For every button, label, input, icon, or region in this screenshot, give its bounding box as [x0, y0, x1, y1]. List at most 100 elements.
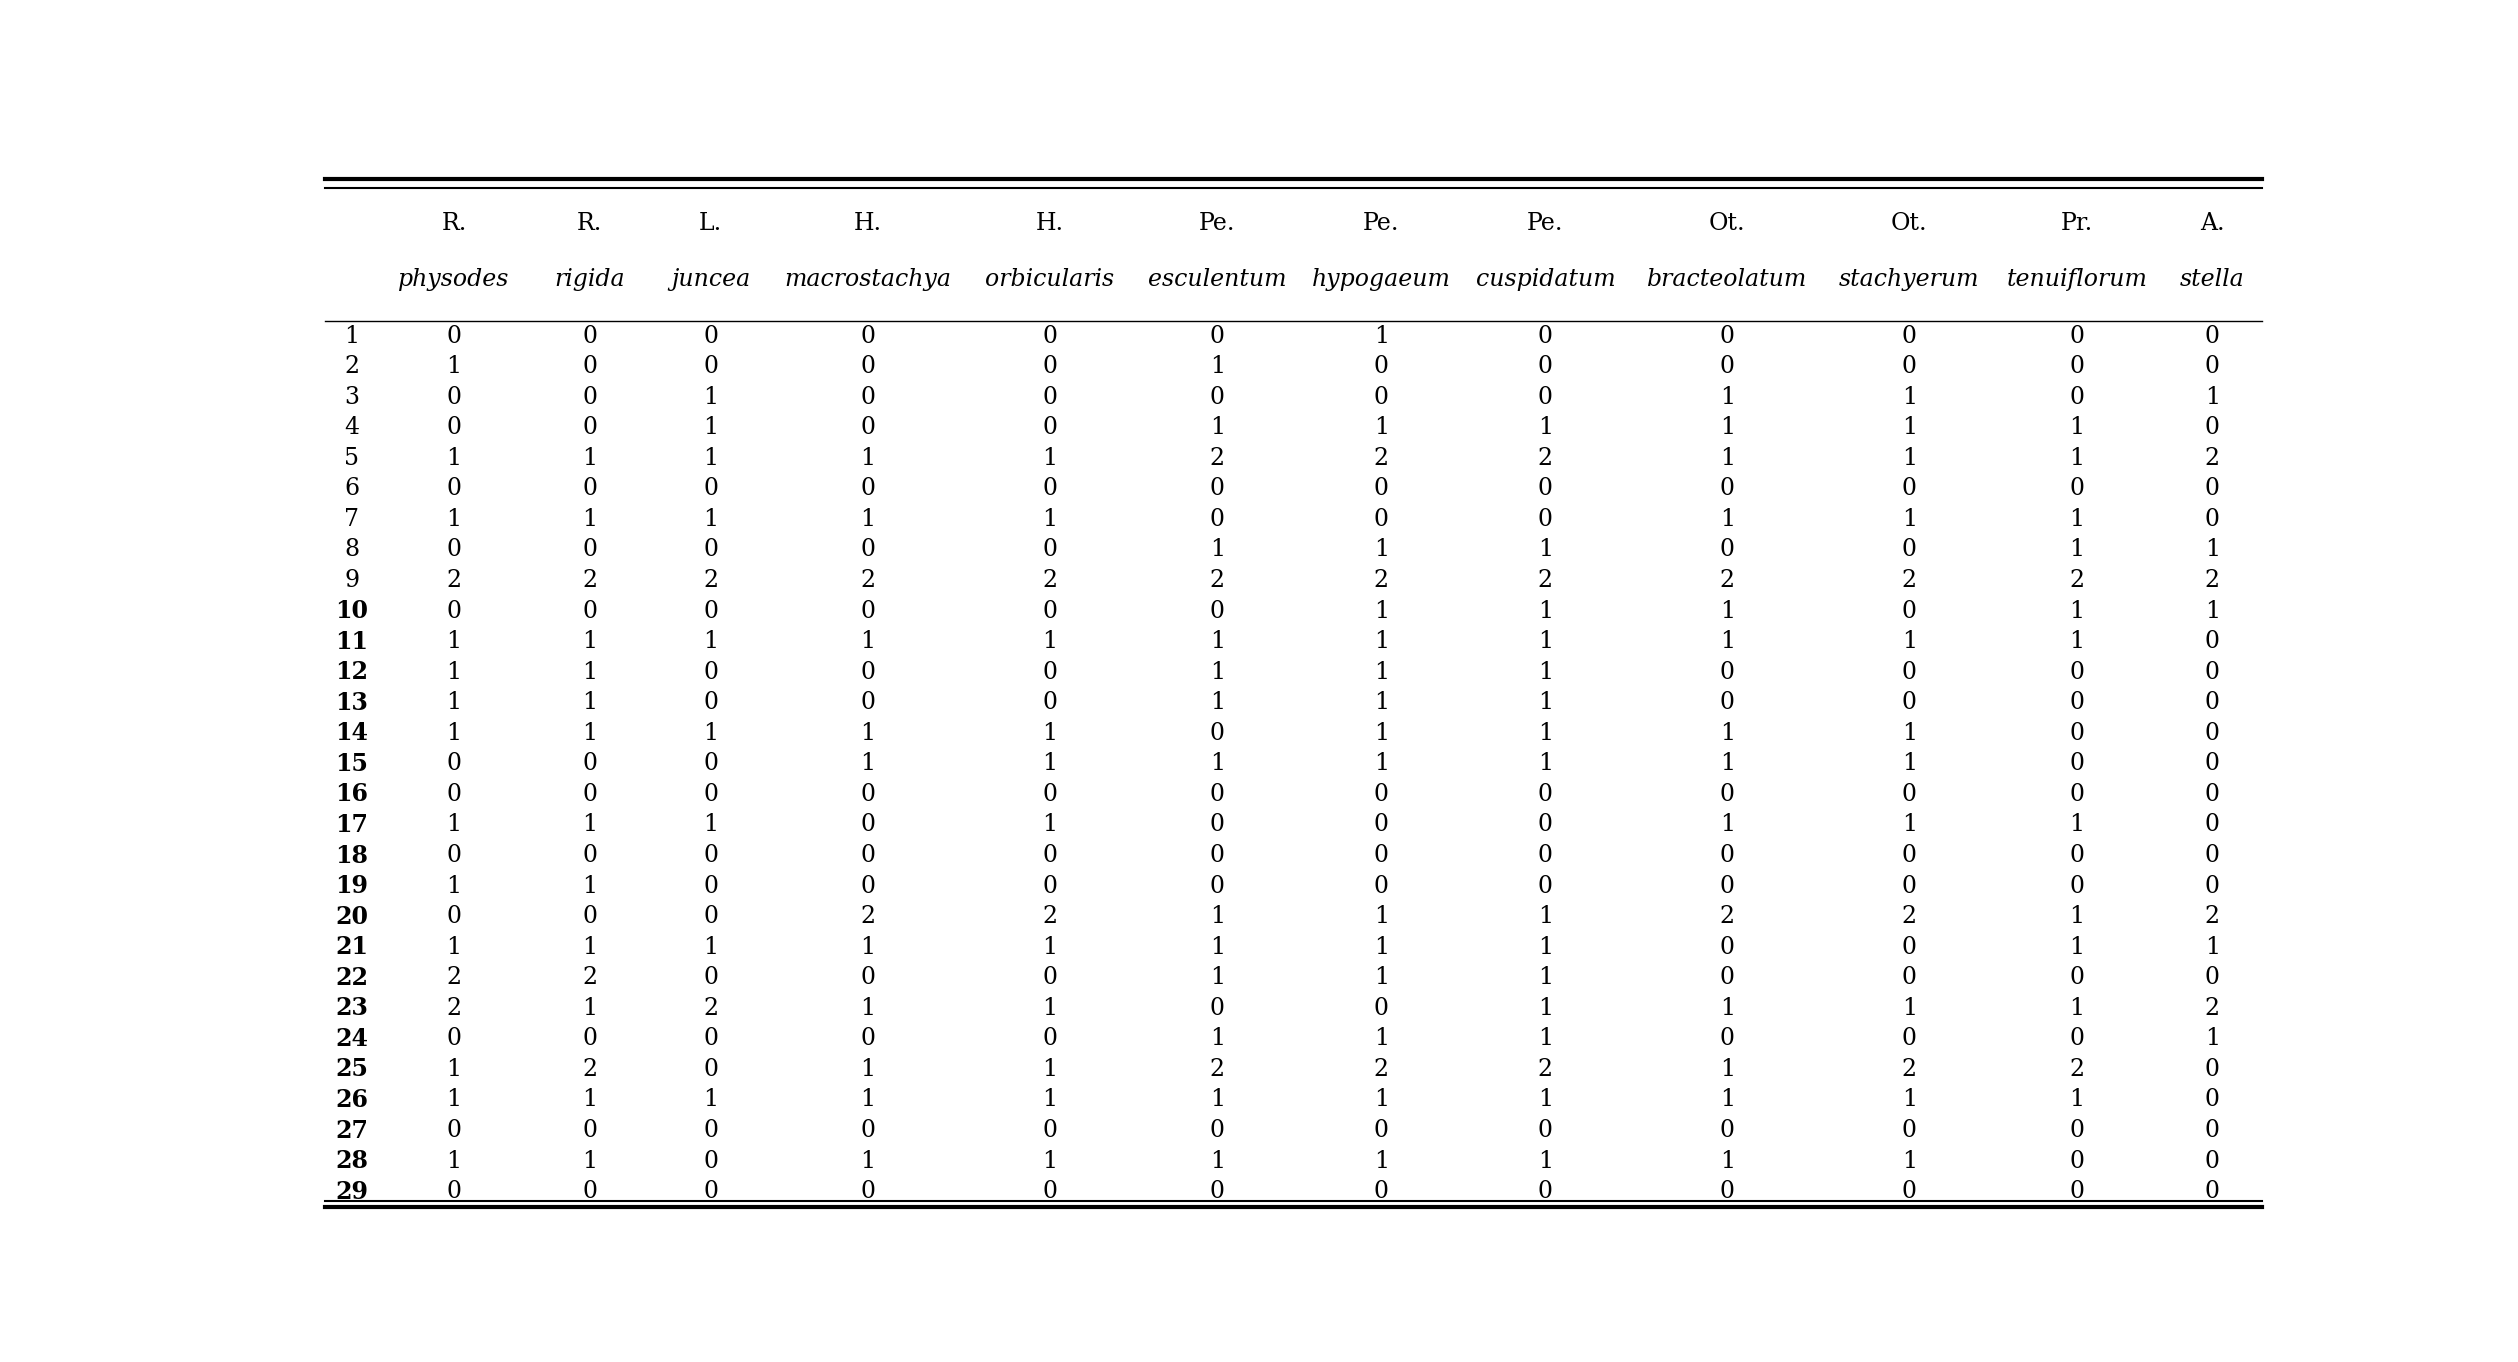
Text: 0: 0	[703, 966, 718, 989]
Text: 0: 0	[2070, 477, 2085, 500]
Text: 0: 0	[1901, 1120, 1916, 1143]
Text: 22: 22	[335, 966, 368, 990]
Text: 1: 1	[2070, 997, 2085, 1020]
Text: 0: 0	[446, 906, 461, 928]
Text: 1: 1	[1720, 631, 1735, 654]
Text: 0: 0	[1720, 477, 1735, 500]
Text: 1: 1	[1209, 355, 1224, 379]
Text: 17: 17	[335, 813, 368, 838]
Text: 1: 1	[582, 692, 597, 714]
Text: 1: 1	[1209, 692, 1224, 714]
Text: 1: 1	[582, 997, 597, 1020]
Text: 0: 0	[1901, 324, 1916, 347]
Text: cuspidatum: cuspidatum	[1476, 268, 1614, 291]
Text: 1: 1	[1375, 631, 1390, 654]
Text: 1: 1	[446, 447, 461, 470]
Text: 0: 0	[861, 813, 876, 836]
Text: 1: 1	[861, 997, 876, 1020]
Text: 0: 0	[1042, 1027, 1058, 1050]
Text: 0: 0	[1720, 661, 1735, 684]
Text: stella: stella	[2181, 268, 2244, 291]
Text: 1: 1	[1042, 936, 1058, 959]
Text: 0: 0	[582, 355, 597, 379]
Text: 8: 8	[345, 538, 360, 561]
Text: 16: 16	[335, 782, 368, 806]
Text: 0: 0	[582, 783, 597, 806]
Text: 1: 1	[1042, 447, 1058, 470]
Text: 0: 0	[2070, 661, 2085, 684]
Text: 0: 0	[1538, 477, 1554, 500]
Text: 0: 0	[1538, 385, 1554, 409]
Text: 29: 29	[335, 1179, 368, 1204]
Text: 2: 2	[1538, 1058, 1554, 1081]
Text: 1: 1	[1538, 936, 1554, 959]
Text: 2: 2	[2070, 569, 2085, 592]
Text: 0: 0	[2206, 966, 2221, 989]
Text: 0: 0	[582, 1120, 597, 1143]
Text: 0: 0	[861, 661, 876, 684]
Text: 0: 0	[861, 844, 876, 868]
Text: 0: 0	[2070, 874, 2085, 898]
Text: 2: 2	[703, 997, 718, 1020]
Text: 1: 1	[1042, 1058, 1058, 1081]
Text: 3: 3	[345, 385, 360, 409]
Text: 1: 1	[1209, 906, 1224, 928]
Text: 0: 0	[1720, 324, 1735, 347]
Text: 0: 0	[861, 417, 876, 439]
Text: 1: 1	[446, 936, 461, 959]
Text: 1: 1	[1042, 508, 1058, 531]
Text: 0: 0	[582, 1179, 597, 1203]
Text: 2: 2	[446, 966, 461, 989]
Text: 1: 1	[582, 661, 597, 684]
Text: 2: 2	[1042, 569, 1058, 592]
Text: 2: 2	[582, 966, 597, 989]
Text: 1: 1	[446, 661, 461, 684]
Text: 2: 2	[1209, 447, 1224, 470]
Text: 0: 0	[446, 844, 461, 868]
Text: 1: 1	[1538, 752, 1554, 775]
Text: 0: 0	[2206, 1179, 2221, 1203]
Text: 0: 0	[703, 783, 718, 806]
Text: 1: 1	[2070, 1088, 2085, 1111]
Text: 0: 0	[1042, 417, 1058, 439]
Text: 0: 0	[446, 1027, 461, 1050]
Text: 1: 1	[861, 1058, 876, 1081]
Text: 0: 0	[1720, 1027, 1735, 1050]
Text: 2: 2	[1042, 906, 1058, 928]
Text: 0: 0	[1042, 477, 1058, 500]
Text: 1: 1	[1720, 813, 1735, 836]
Text: 1: 1	[582, 1150, 597, 1173]
Text: 1: 1	[2070, 508, 2085, 531]
Text: 0: 0	[861, 599, 876, 622]
Text: 0: 0	[582, 906, 597, 928]
Text: 1: 1	[1375, 324, 1390, 347]
Text: 0: 0	[582, 477, 597, 500]
Text: 0: 0	[2206, 631, 2221, 654]
Text: 0: 0	[582, 385, 597, 409]
Text: 0: 0	[1375, 385, 1390, 409]
Text: 0: 0	[2070, 1150, 2085, 1173]
Text: 0: 0	[703, 692, 718, 714]
Text: 0: 0	[861, 538, 876, 561]
Text: 1: 1	[1720, 1150, 1735, 1173]
Text: 18: 18	[335, 843, 368, 868]
Text: 1: 1	[1901, 385, 1916, 409]
Text: 0: 0	[703, 1027, 718, 1050]
Text: stachyerum: stachyerum	[1838, 268, 1979, 291]
Text: 0: 0	[582, 538, 597, 561]
Text: 0: 0	[1538, 508, 1554, 531]
Text: 0: 0	[1901, 477, 1916, 500]
Text: 1: 1	[446, 1150, 461, 1173]
Text: 21: 21	[335, 936, 368, 959]
Text: 0: 0	[1375, 1179, 1390, 1203]
Text: 1: 1	[1538, 631, 1554, 654]
Text: 0: 0	[582, 1027, 597, 1050]
Text: 1: 1	[2206, 599, 2221, 622]
Text: 0: 0	[861, 385, 876, 409]
Text: 1: 1	[1375, 661, 1390, 684]
Text: 1: 1	[861, 447, 876, 470]
Text: 1: 1	[703, 722, 718, 745]
Text: 1: 1	[1375, 936, 1390, 959]
Text: 0: 0	[1720, 355, 1735, 379]
Text: 2: 2	[446, 997, 461, 1020]
